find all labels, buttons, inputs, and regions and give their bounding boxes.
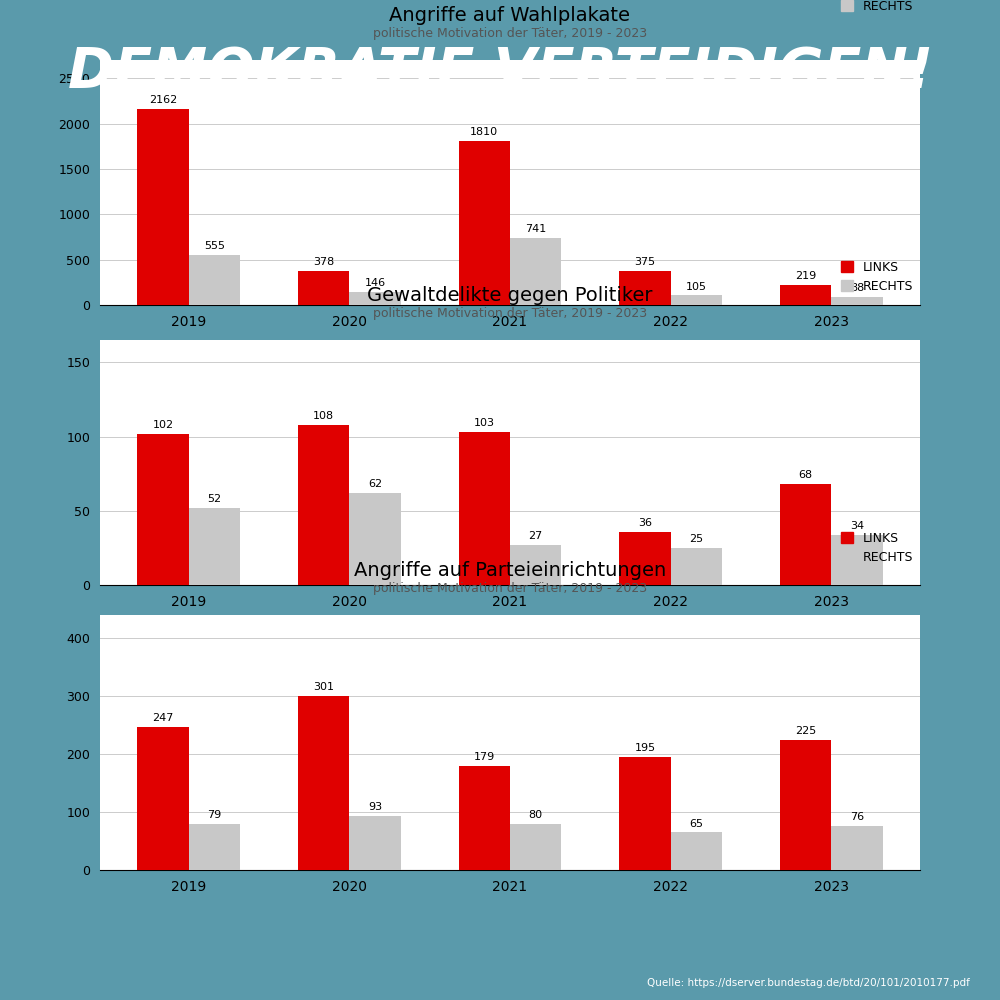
Text: 65: 65: [689, 819, 703, 829]
Text: 52: 52: [207, 494, 221, 504]
Text: 102: 102: [152, 420, 174, 430]
Title: Gewaltdelikte gegen Politiker: Gewaltdelikte gegen Politiker: [367, 286, 653, 305]
Text: 378: 378: [313, 257, 334, 267]
Bar: [349, 292, 401, 305]
Text: 179: 179: [474, 752, 495, 762]
Bar: [298, 425, 349, 585]
Bar: [189, 508, 240, 585]
Text: 108: 108: [313, 411, 334, 421]
Text: 62: 62: [368, 479, 382, 489]
Text: 105: 105: [686, 282, 707, 292]
Bar: [780, 740, 831, 870]
Text: 27: 27: [529, 531, 543, 541]
Bar: [780, 285, 831, 305]
Bar: [619, 757, 671, 870]
Text: 93: 93: [368, 802, 382, 812]
Text: 103: 103: [474, 418, 495, 428]
Bar: [298, 271, 349, 305]
Bar: [671, 295, 722, 305]
Bar: [137, 109, 189, 305]
Bar: [831, 826, 883, 870]
Bar: [671, 832, 722, 870]
Bar: [298, 696, 349, 870]
Text: 34: 34: [850, 521, 864, 531]
Bar: [349, 816, 401, 870]
Text: politische Motivation der Täter, 2019 - 2023: politische Motivation der Täter, 2019 - …: [373, 307, 647, 320]
Bar: [459, 141, 510, 305]
Title: Angriffe auf Wahlplakate: Angriffe auf Wahlplakate: [389, 6, 631, 25]
Text: 80: 80: [529, 810, 543, 820]
Bar: [189, 824, 240, 870]
Text: 195: 195: [634, 743, 656, 753]
Text: 247: 247: [152, 713, 174, 723]
Text: 79: 79: [207, 810, 222, 820]
Bar: [831, 535, 883, 585]
Text: 76: 76: [850, 812, 864, 822]
Bar: [671, 548, 722, 585]
Bar: [137, 727, 189, 870]
Legend: LINKS, RECHTS: LINKS, RECHTS: [836, 527, 919, 569]
Text: DEMOKRATIE VERTEIDIGEN!: DEMOKRATIE VERTEIDIGEN!: [68, 45, 932, 99]
Text: Quelle: https://dserver.bundestag.de/btd/20/101/2010177.pdf: Quelle: https://dserver.bundestag.de/btd…: [647, 978, 970, 988]
Bar: [619, 532, 671, 585]
Text: 301: 301: [313, 682, 334, 692]
Legend: LINKS, RECHTS: LINKS, RECHTS: [836, 0, 919, 18]
Bar: [780, 484, 831, 585]
Bar: [510, 545, 561, 585]
Text: 68: 68: [799, 470, 813, 480]
Bar: [619, 271, 671, 305]
Title: Angriffe auf Parteieinrichtungen: Angriffe auf Parteieinrichtungen: [354, 561, 666, 580]
Text: politische Motivation der Täter, 2019 - 2023: politische Motivation der Täter, 2019 - …: [373, 27, 647, 40]
Text: 219: 219: [795, 271, 816, 281]
Bar: [459, 766, 510, 870]
Bar: [349, 493, 401, 585]
Text: 25: 25: [689, 534, 703, 544]
Bar: [831, 297, 883, 305]
Text: politische Motivation der Täter, 2019 - 2023: politische Motivation der Täter, 2019 - …: [373, 582, 647, 595]
Text: 1810: 1810: [470, 127, 498, 137]
Bar: [510, 238, 561, 305]
Bar: [510, 824, 561, 870]
Text: 225: 225: [795, 726, 816, 736]
Bar: [137, 434, 189, 585]
Text: 88: 88: [850, 283, 864, 293]
Text: 2162: 2162: [149, 95, 177, 105]
Bar: [189, 255, 240, 305]
Text: 555: 555: [204, 241, 225, 251]
Bar: [459, 432, 510, 585]
Text: 375: 375: [634, 257, 656, 267]
Text: 36: 36: [638, 518, 652, 528]
Text: 741: 741: [525, 224, 546, 234]
Text: 146: 146: [364, 278, 386, 288]
Legend: LINKS, RECHTS: LINKS, RECHTS: [836, 256, 919, 298]
